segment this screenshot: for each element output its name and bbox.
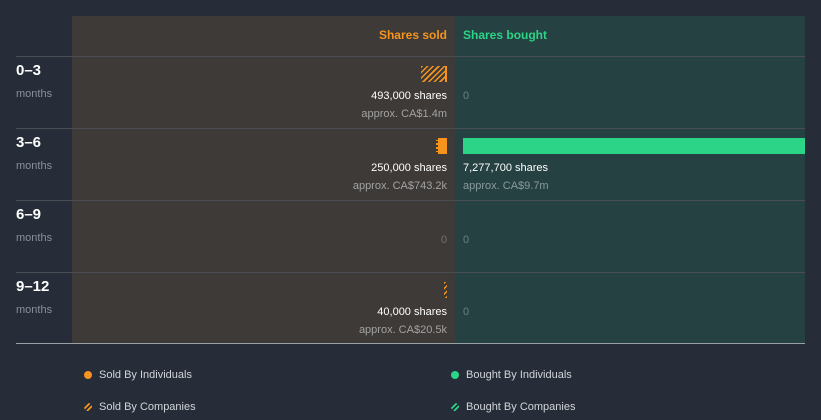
legend-sold-by-companies[interactable]: Sold By Companies xyxy=(84,401,196,413)
period-unit: months xyxy=(16,232,53,244)
legend-sold-by-individuals[interactable]: Sold By Individuals xyxy=(84,369,192,381)
shares-bought-panel xyxy=(455,16,805,343)
sold-bar[interactable] xyxy=(436,138,447,154)
period-row-6-9: 6–9 months 0 0 xyxy=(0,202,821,274)
shares-sold-panel xyxy=(72,16,455,343)
period-row-3-6: 3–6 months 250,000 shares approx. CA$743… xyxy=(0,130,821,202)
sold-bar[interactable] xyxy=(421,66,447,82)
sold-approx-value: approx. CA$1.4m xyxy=(361,108,447,120)
period-label: 6–9 xyxy=(16,206,42,223)
bought-by-individuals-bar[interactable] xyxy=(463,138,805,154)
legend-bought-by-individuals[interactable]: Bought By Individuals xyxy=(451,369,572,381)
period-unit: months xyxy=(16,160,53,172)
sold-approx-value: approx. CA$743.2k xyxy=(352,180,447,192)
period-row-9-12: 9–12 months 40,000 shares approx. CA$20.… xyxy=(0,274,821,346)
green-hatch-icon xyxy=(451,403,459,411)
sold-approx-value: approx. CA$20.5k xyxy=(358,324,447,336)
bought-zero-value: 0 xyxy=(463,90,470,102)
row-divider xyxy=(16,56,805,57)
legend-label: Bought By Companies xyxy=(466,401,576,413)
period-label: 0–3 xyxy=(16,62,42,79)
orange-hatch-icon xyxy=(84,403,92,411)
row-divider xyxy=(16,272,805,273)
shares-bought-header: Shares bought xyxy=(463,28,548,42)
sold-shares-value: 40,000 shares xyxy=(377,306,447,318)
sold-shares-value: 250,000 shares xyxy=(371,162,447,174)
sold-by-individuals-bar[interactable] xyxy=(436,138,447,154)
shares-sold-header: Shares sold xyxy=(378,28,447,42)
green-dot-icon xyxy=(451,371,459,379)
sold-by-companies-bar[interactable] xyxy=(444,282,447,298)
period-row-0-3: 0–3 months 493,000 shares approx. CA$1.4… xyxy=(0,58,821,130)
row-divider xyxy=(16,200,805,201)
orange-dot-icon xyxy=(84,371,92,379)
bought-zero-value: 0 xyxy=(463,234,470,246)
chart-baseline xyxy=(16,343,805,344)
bought-zero-value: 0 xyxy=(463,306,470,318)
sold-bar[interactable] xyxy=(444,282,447,298)
period-unit: months xyxy=(16,304,53,316)
legend-label: Bought By Individuals xyxy=(466,369,572,381)
row-divider xyxy=(16,128,805,129)
sold-shares-value: 493,000 shares xyxy=(371,90,447,102)
legend-label: Sold By Companies xyxy=(99,401,196,413)
period-label: 9–12 xyxy=(16,278,50,295)
sold-zero-value: 0 xyxy=(440,234,447,246)
legend-label: Sold By Individuals xyxy=(99,369,192,381)
legend-bought-by-companies[interactable]: Bought By Companies xyxy=(451,401,575,413)
bought-approx-value: approx. CA$9.7m xyxy=(463,180,549,192)
period-unit: months xyxy=(16,88,53,100)
bought-shares-value: 7,277,700 shares xyxy=(463,162,549,174)
period-label: 3–6 xyxy=(16,134,42,151)
sold-by-companies-bar[interactable] xyxy=(421,66,447,82)
